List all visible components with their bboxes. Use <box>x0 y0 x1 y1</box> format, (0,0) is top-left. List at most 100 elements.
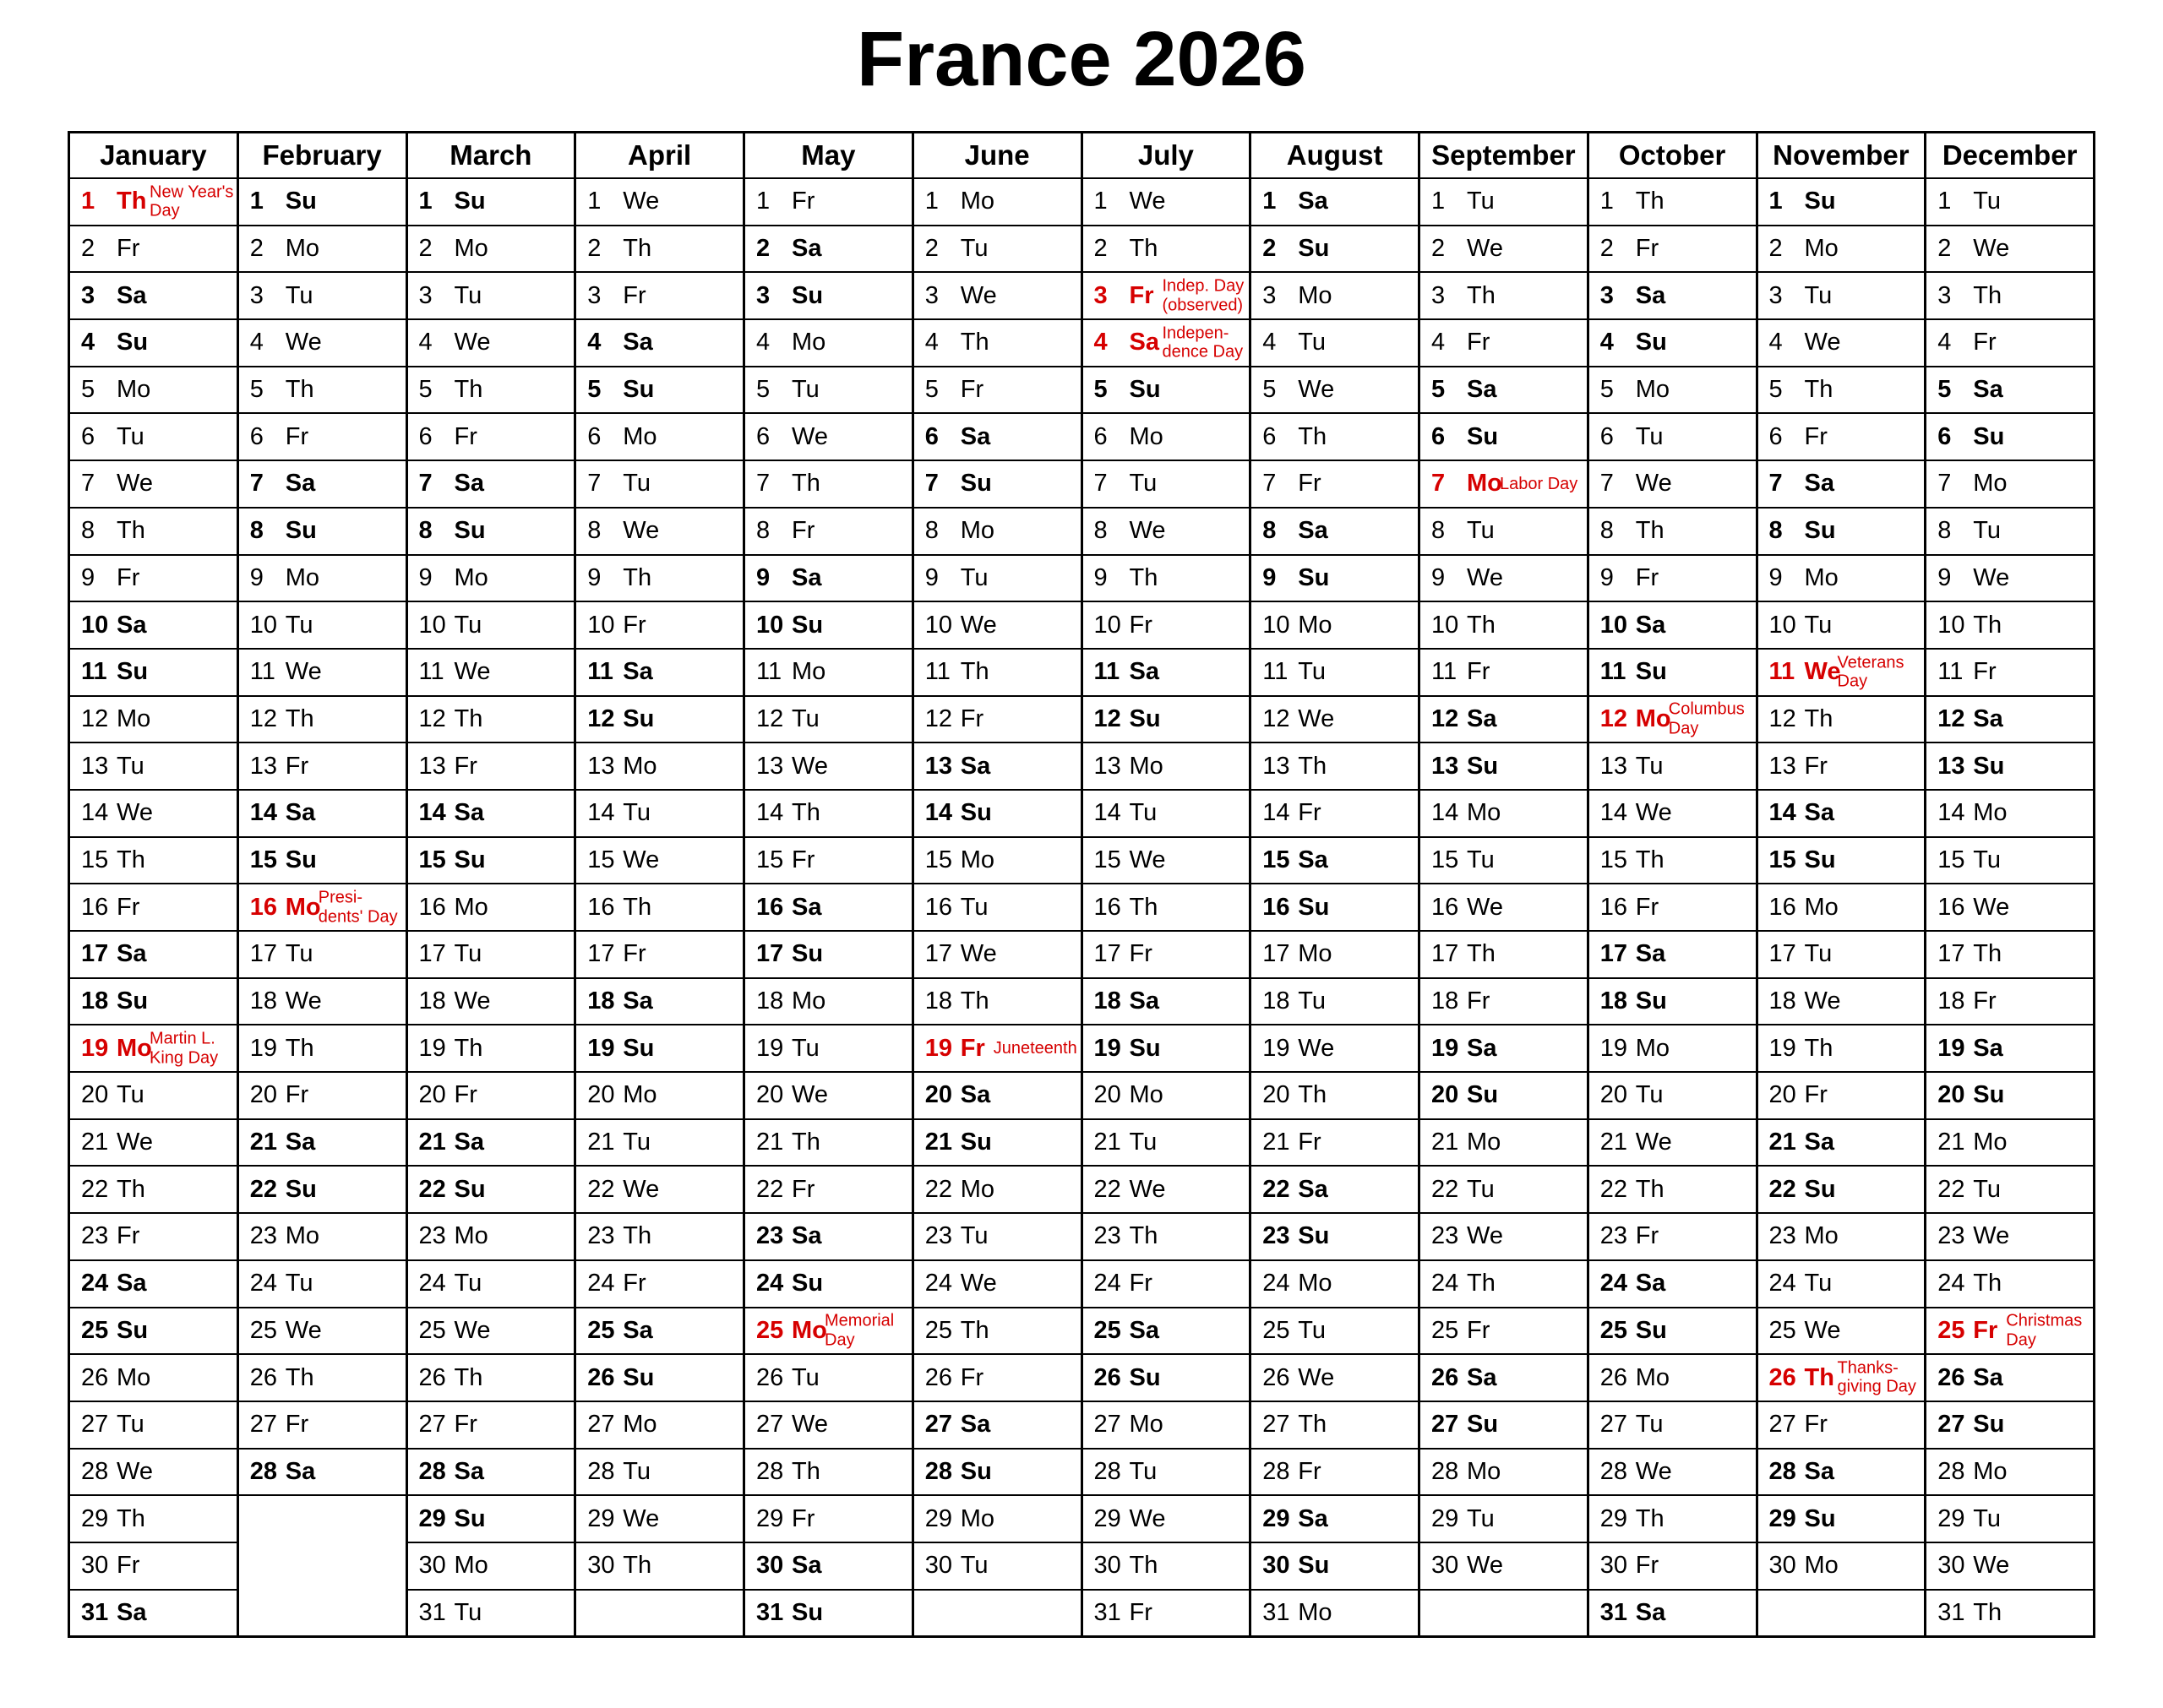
day-number: 26 <box>418 1363 446 1391</box>
day-cell-november-9: 9 Mo <box>1755 553 1927 603</box>
day-cell-october-2: 2 Fr <box>1586 224 1758 274</box>
weekday-abbrev: Tu <box>285 1270 313 1297</box>
weekday-abbrev: Th <box>960 987 989 1015</box>
weekday-abbrev: Fr <box>1973 1316 1998 1344</box>
day-cell-november-7: 7 Sa <box>1755 460 1927 509</box>
day-cell-december-22: 22 Tu <box>1924 1165 2095 1215</box>
day-cell-april-30: 30 Th <box>574 1541 745 1591</box>
day-cell-may-15: 15 Fr <box>743 835 914 885</box>
day-cell-february-27: 27 Fr <box>236 1400 408 1450</box>
weekday-abbrev: Th <box>1129 563 1158 591</box>
day-number: 25 <box>249 1316 278 1344</box>
weekday-abbrev: Fr <box>1298 1129 1321 1156</box>
day-number: 16 <box>756 893 784 921</box>
weekday-abbrev: Fr <box>454 422 477 450</box>
weekday-abbrev: Su <box>1129 376 1161 404</box>
day-number: 16 <box>587 893 615 921</box>
weekday-abbrev: Su <box>623 704 655 732</box>
day-number: 10 <box>924 611 953 639</box>
weekday-abbrev: We <box>1129 1504 1166 1532</box>
day-cell-october-18: 18 Su <box>1586 976 1758 1026</box>
day-number: 9 <box>924 563 939 591</box>
day-number: 6 <box>81 422 95 450</box>
weekday-abbrev: Su <box>1635 1316 1667 1344</box>
day-cell-may-19: 19 Tu <box>743 1024 914 1074</box>
weekday-abbrev: Sa <box>1467 1034 1497 1062</box>
weekday-abbrev: Sa <box>117 281 147 309</box>
weekday-abbrev: Sa <box>623 1316 653 1344</box>
day-cell-january-6: 6 Tu <box>68 412 239 462</box>
day-number: 2 <box>1093 235 1108 263</box>
weekday-abbrev: Sa <box>792 893 822 921</box>
day-number: 1 <box>249 188 264 215</box>
weekday-abbrev: Mo <box>1129 422 1163 450</box>
day-cell-november-22: 22 Su <box>1755 1165 1927 1215</box>
day-cell-september-25: 25 Fr <box>1418 1306 1589 1356</box>
day-cell-may-29: 29 Fr <box>743 1494 914 1543</box>
day-cell-october-12: 12 Mo Columbus Day <box>1586 694 1758 744</box>
calendar-table: January February March April May June July Augu… <box>68 131 2095 1639</box>
weekday-abbrev: Th <box>1298 1411 1327 1439</box>
day-number: 7 <box>1093 470 1108 498</box>
day-cell-october-13: 13 Tu <box>1586 742 1758 791</box>
day-number: 10 <box>756 611 784 639</box>
day-cell-february-2: 2 Mo <box>236 224 408 274</box>
day-cell-september-15: 15 Tu <box>1418 835 1589 885</box>
day-cell-december-10: 10 Th <box>1924 601 2095 650</box>
weekday-abbrev: Th <box>117 1504 145 1532</box>
day-number: 29 <box>587 1504 615 1532</box>
day-number: 7 <box>756 470 771 498</box>
day-number: 14 <box>1093 799 1121 827</box>
day-number: 29 <box>924 1504 953 1532</box>
weekday-abbrev: Th <box>454 376 483 404</box>
weekday-abbrev: Th <box>623 235 652 263</box>
day-number: 18 <box>1093 987 1121 1015</box>
day-cell-may-31: 31 Su <box>743 1588 914 1638</box>
day-cell-july-27: 27 Mo <box>1080 1400 1252 1450</box>
day-number: 4 <box>1262 329 1277 356</box>
day-cell-december-6: 6 Su <box>1924 412 2095 462</box>
day-cell-february-18: 18 We <box>236 976 408 1026</box>
day-number: 20 <box>249 1081 278 1109</box>
day-cell-september-27: 27 Su <box>1418 1400 1589 1450</box>
weekday-abbrev: We <box>960 1270 997 1297</box>
empty-filler-november <box>1755 1588 1927 1638</box>
day-cell-november-1: 1 Su <box>1755 177 1927 226</box>
day-number: 11 <box>81 658 107 686</box>
weekday-abbrev: Tu <box>1298 1316 1327 1344</box>
day-number: 28 <box>249 1457 278 1485</box>
day-cell-march-7: 7 Sa <box>405 460 577 509</box>
day-number: 28 <box>924 1457 953 1485</box>
day-cell-december-9: 9 We <box>1924 553 2095 603</box>
weekday-abbrev: Mo <box>1129 1411 1163 1439</box>
day-cell-april-11: 11 Sa <box>574 647 745 697</box>
day-cell-september-3: 3 Th <box>1418 271 1589 321</box>
weekday-abbrev: Mo <box>623 752 657 780</box>
weekday-abbrev: Th <box>960 1316 989 1344</box>
weekday-abbrev: We <box>623 517 660 545</box>
day-number: 29 <box>1262 1504 1290 1532</box>
day-cell-october-19: 19 Mo <box>1586 1024 1758 1074</box>
day-number: 9 <box>1093 563 1108 591</box>
day-number: 31 <box>1599 1598 1628 1626</box>
weekday-abbrev: Tu <box>454 281 482 309</box>
day-cell-february-28: 28 Sa <box>236 1447 408 1497</box>
day-cell-october-21: 21 We <box>1586 1118 1758 1167</box>
month-header-february: February <box>236 131 408 179</box>
day-number: 2 <box>1262 235 1277 263</box>
day-number: 27 <box>1262 1411 1290 1439</box>
weekday-abbrev: Sa <box>285 1129 316 1156</box>
day-number: 26 <box>1262 1363 1290 1391</box>
weekday-abbrev: Su <box>792 611 824 639</box>
day-cell-august-10: 10 Mo <box>1249 601 1420 650</box>
weekday-abbrev: Mo <box>1804 563 1839 591</box>
day-cell-may-24: 24 Su <box>743 1259 914 1308</box>
day-cell-july-16: 16 Th <box>1080 883 1252 932</box>
weekday-abbrev: Mo <box>623 1081 657 1109</box>
day-cell-january-21: 21 We <box>68 1118 239 1167</box>
day-number: 21 <box>418 1129 446 1156</box>
day-cell-may-22: 22 Fr <box>743 1165 914 1215</box>
day-cell-june-11: 11 Th <box>911 647 1083 697</box>
weekday-abbrev: We <box>1635 1457 1672 1485</box>
weekday-abbrev: Sa <box>1467 704 1497 732</box>
